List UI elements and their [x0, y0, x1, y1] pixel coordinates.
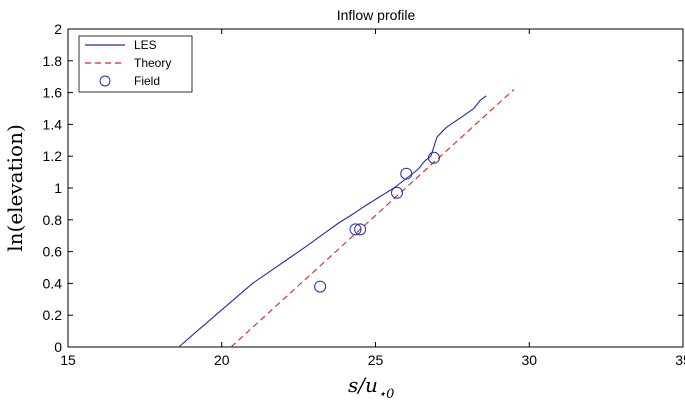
x-tick-label: 25 — [368, 352, 384, 368]
legend-field-label: Field — [134, 74, 160, 88]
x-tick-label: 35 — [675, 352, 685, 368]
y-tick-label: 0 — [54, 339, 62, 355]
y-tick-label: 0.4 — [43, 275, 63, 291]
chart-title: Inflow profile — [337, 7, 416, 23]
legend-les-label: LES — [134, 38, 157, 52]
y-tick-label: 1.6 — [43, 85, 63, 101]
x-tick-label: 15 — [60, 352, 76, 368]
x-tick-label: 20 — [214, 352, 230, 368]
y-tick-label: 1.2 — [43, 148, 63, 164]
legend-theory-label: Theory — [134, 56, 171, 70]
x-tick-label: 30 — [521, 352, 537, 368]
y-axis-label: ln(elevation) — [3, 124, 27, 252]
legend: LES Theory Field — [79, 36, 192, 92]
y-tick-label: 0.6 — [43, 244, 63, 260]
y-tick-label: 1 — [54, 180, 62, 196]
y-tick-label: 1.4 — [43, 116, 63, 132]
y-tick-label: 2 — [54, 21, 62, 37]
y-tick-label: 0.2 — [43, 307, 63, 323]
x-axis-label: s/u ⋆0 — [348, 373, 394, 402]
y-tick-label: 0.8 — [43, 212, 63, 228]
y-tick-label: 1.8 — [43, 53, 63, 69]
svg-text:⋆0: ⋆0 — [378, 387, 394, 402]
svg-text:s/u: s/u — [348, 373, 378, 397]
